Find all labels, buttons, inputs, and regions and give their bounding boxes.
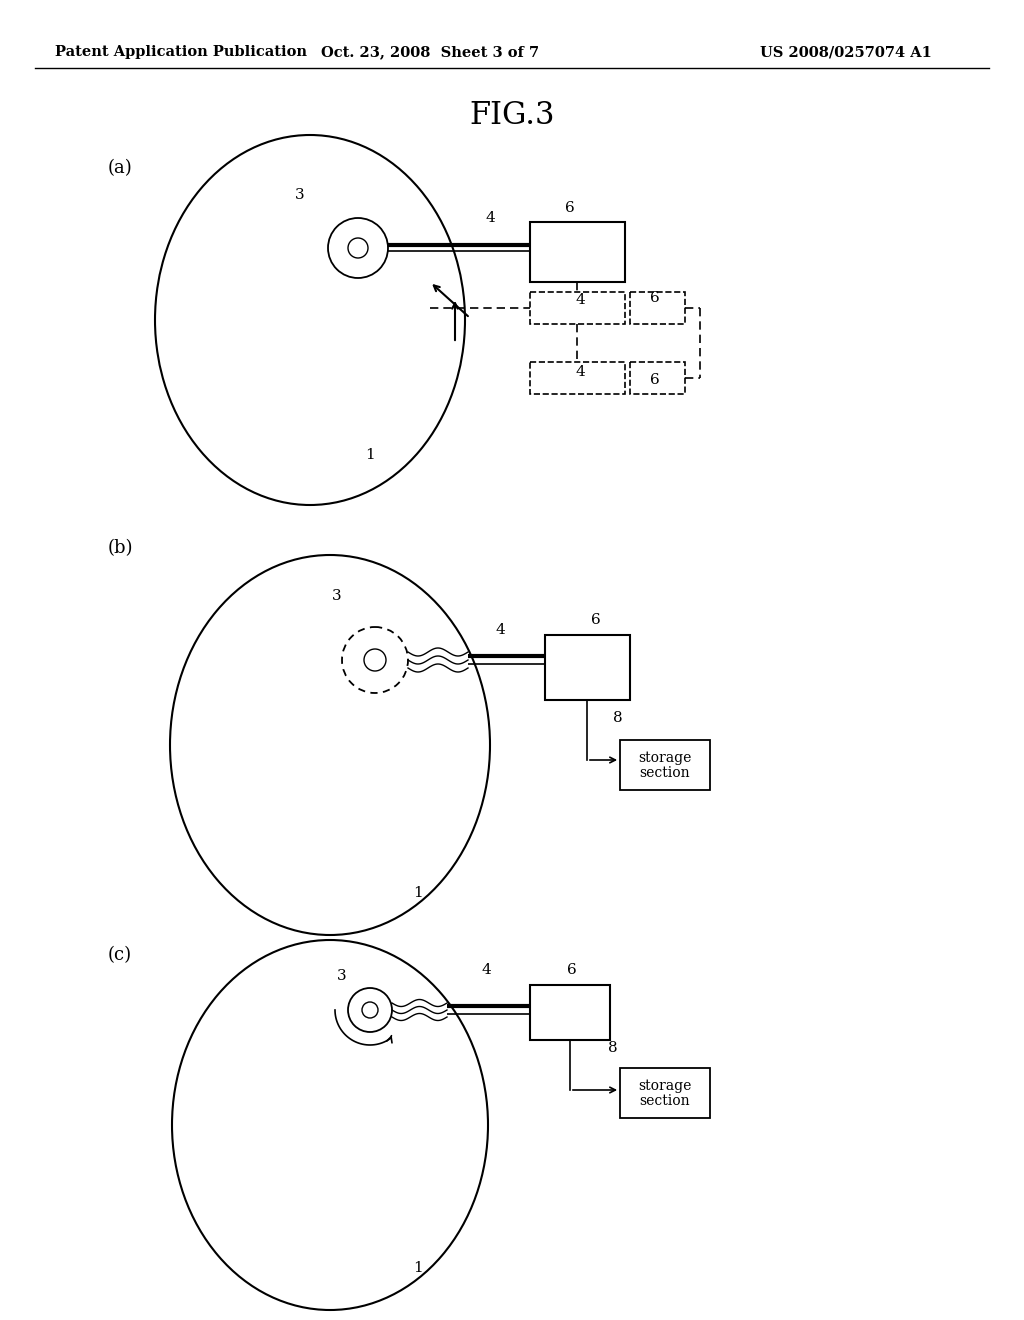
Text: 4: 4 [481, 964, 490, 977]
Text: (c): (c) [108, 946, 132, 964]
Text: storage: storage [638, 751, 691, 766]
Text: 6: 6 [591, 612, 601, 627]
Text: storage: storage [638, 1078, 691, 1093]
Bar [620, 741, 710, 789]
Text: 1: 1 [413, 1261, 423, 1275]
Bar [530, 222, 625, 282]
Bar [530, 292, 625, 323]
Text: 8: 8 [608, 1041, 617, 1055]
Text: 4: 4 [575, 366, 585, 379]
Text: US 2008/0257074 A1: US 2008/0257074 A1 [760, 45, 932, 59]
Text: 6: 6 [650, 374, 659, 387]
Text: 1: 1 [413, 886, 423, 900]
Bar [630, 362, 685, 393]
Text: 4: 4 [575, 293, 585, 308]
Text: 6: 6 [567, 964, 577, 977]
Bar [630, 292, 685, 323]
Bar [620, 1068, 710, 1118]
Text: (b): (b) [108, 539, 133, 557]
Text: 8: 8 [613, 711, 623, 725]
Bar [530, 985, 610, 1040]
Text: Oct. 23, 2008  Sheet 3 of 7: Oct. 23, 2008 Sheet 3 of 7 [321, 45, 539, 59]
Text: (a): (a) [108, 158, 132, 177]
Text: 3: 3 [295, 187, 305, 202]
Text: 4: 4 [485, 211, 495, 224]
Text: Patent Application Publication: Patent Application Publication [55, 45, 307, 59]
Text: 1: 1 [366, 447, 375, 462]
Bar [530, 362, 625, 393]
Text: FIG.3: FIG.3 [469, 99, 555, 131]
Bar [545, 635, 630, 700]
Text: section: section [640, 766, 690, 780]
Text: 6: 6 [650, 290, 659, 305]
Text: 3: 3 [337, 969, 347, 983]
Text: 3: 3 [332, 589, 342, 603]
Text: section: section [640, 1094, 690, 1107]
Text: 4: 4 [496, 623, 505, 638]
Text: 6: 6 [565, 201, 574, 215]
